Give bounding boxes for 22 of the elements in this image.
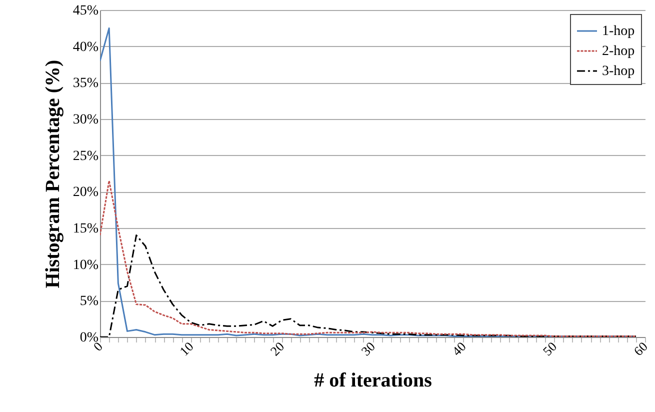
y-tick-label: 15% xyxy=(72,222,99,236)
y-tick-label: 40% xyxy=(72,40,99,55)
line-series xyxy=(100,234,637,337)
y-tick-label: 45% xyxy=(72,4,99,18)
y-tick-label: 35% xyxy=(72,76,99,92)
x-tick-label: 50 xyxy=(540,338,560,359)
legend-label: 1-hop xyxy=(602,24,635,39)
legend-label: 3-hop xyxy=(602,64,635,79)
x-axis-title: # of iterations xyxy=(314,370,432,392)
y-tick-label: 25% xyxy=(72,148,99,164)
y-tick-label: 30% xyxy=(72,112,99,128)
x-tick-label: 30 xyxy=(358,338,378,359)
y-tick-label: 10% xyxy=(72,258,99,273)
x-tick-label: 20 xyxy=(267,338,288,359)
y-axis-title: Histogram Percentage (%) xyxy=(42,60,64,288)
legend-label: 2-hop xyxy=(602,44,635,59)
x-tick-label: 60 xyxy=(630,338,650,359)
line-series xyxy=(100,180,637,337)
y-tick-label: 20% xyxy=(72,185,99,200)
x-tick-label: 10 xyxy=(176,338,196,359)
x-tick-label: 40 xyxy=(448,338,469,359)
y-tick-label: 5% xyxy=(80,294,99,310)
